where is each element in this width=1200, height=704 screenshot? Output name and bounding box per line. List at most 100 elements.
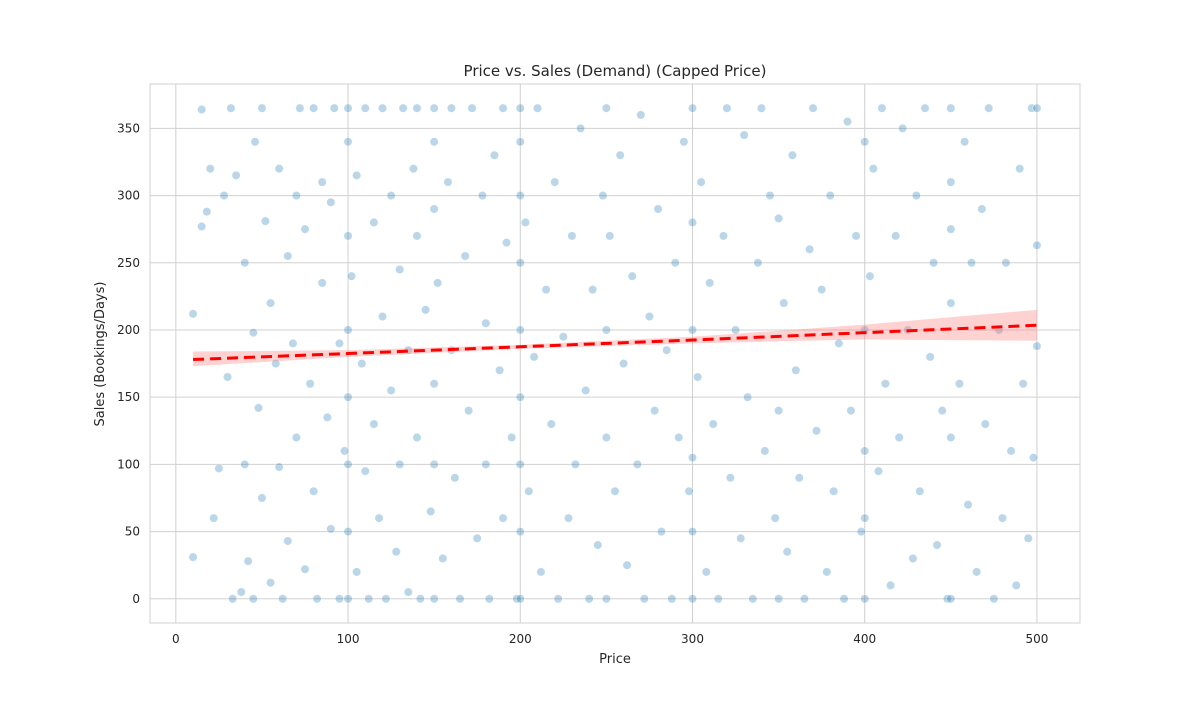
data-point — [329, 103, 339, 113]
data-point — [464, 406, 474, 416]
data-point — [415, 594, 425, 604]
data-point — [219, 191, 229, 201]
data-point — [846, 406, 856, 416]
data-point — [343, 137, 353, 147]
y-axis-ticks: 0 50 100 150 200 250 300 350 — [117, 121, 140, 605]
data-point — [860, 446, 870, 456]
data-point — [929, 258, 939, 268]
data-point — [403, 587, 413, 597]
data-point — [317, 177, 327, 187]
data-point — [305, 379, 315, 389]
data-point — [223, 372, 233, 382]
data-point — [515, 527, 525, 537]
data-point — [395, 459, 405, 469]
data-point — [865, 271, 875, 281]
data-point — [515, 103, 525, 113]
data-point — [412, 433, 422, 443]
data-point — [610, 486, 620, 496]
data-point — [739, 130, 749, 140]
data-point — [472, 533, 482, 543]
data-point — [197, 221, 207, 231]
data-point — [524, 486, 534, 496]
data-point — [343, 527, 353, 537]
data-point — [495, 365, 505, 375]
data-point — [684, 486, 694, 496]
data-point — [484, 594, 494, 604]
data-point — [546, 419, 556, 429]
data-point — [736, 533, 746, 543]
data-point — [360, 103, 370, 113]
data-point — [429, 594, 439, 604]
data-point — [300, 224, 310, 234]
data-point — [667, 594, 677, 604]
data-point — [765, 191, 775, 201]
data-point — [619, 359, 629, 369]
data-point — [446, 103, 456, 113]
data-point — [615, 150, 625, 160]
data-point — [395, 264, 405, 274]
data-point — [601, 103, 611, 113]
y-tick-label: 0 — [132, 592, 140, 606]
data-point — [550, 177, 560, 187]
data-point — [753, 258, 763, 268]
data-point — [601, 433, 611, 443]
scatter-points — [188, 103, 1042, 604]
data-point — [460, 251, 470, 261]
data-point — [205, 164, 215, 174]
data-point — [240, 258, 250, 268]
data-point — [317, 278, 327, 288]
data-point — [842, 117, 852, 127]
data-point — [455, 594, 465, 604]
data-point — [381, 594, 391, 604]
data-point — [343, 392, 353, 402]
data-point — [708, 419, 718, 429]
data-point — [515, 459, 525, 469]
data-point — [851, 231, 861, 241]
data-point — [364, 594, 374, 604]
data-point — [817, 285, 827, 295]
data-point — [312, 594, 322, 604]
y-tick-label: 300 — [117, 189, 140, 203]
data-point — [567, 231, 577, 241]
data-point — [520, 217, 530, 227]
data-point — [886, 580, 896, 590]
gridlines — [150, 84, 1080, 623]
data-point — [687, 217, 697, 227]
data-point — [326, 197, 336, 207]
data-point — [291, 191, 301, 201]
data-point — [679, 137, 689, 147]
data-point — [536, 567, 546, 577]
data-point — [705, 278, 715, 288]
data-point — [507, 433, 517, 443]
data-point — [894, 433, 904, 443]
data-point — [1032, 240, 1042, 250]
data-point — [377, 103, 387, 113]
data-point — [898, 123, 908, 133]
x-tick-label: 400 — [853, 632, 876, 646]
data-point — [622, 560, 632, 570]
data-point — [563, 513, 573, 523]
data-point — [627, 271, 637, 281]
data-point — [248, 594, 258, 604]
data-point — [1018, 379, 1028, 389]
data-point — [498, 513, 508, 523]
data-point — [231, 170, 241, 180]
data-point — [839, 594, 849, 604]
x-axis-ticks: 0 100 200 300 400 500 — [172, 632, 1048, 646]
data-point — [718, 231, 728, 241]
data-point — [1001, 258, 1011, 268]
data-point — [915, 486, 925, 496]
data-point — [774, 594, 784, 604]
data-point — [756, 103, 766, 113]
data-point — [925, 352, 935, 362]
data-point — [1023, 533, 1033, 543]
data-point — [725, 473, 735, 483]
data-point — [980, 419, 990, 429]
data-point — [593, 540, 603, 550]
data-point — [346, 271, 356, 281]
data-point — [584, 594, 594, 604]
data-point — [334, 594, 344, 604]
data-point — [997, 513, 1007, 523]
data-point — [932, 540, 942, 550]
data-point — [481, 318, 491, 328]
